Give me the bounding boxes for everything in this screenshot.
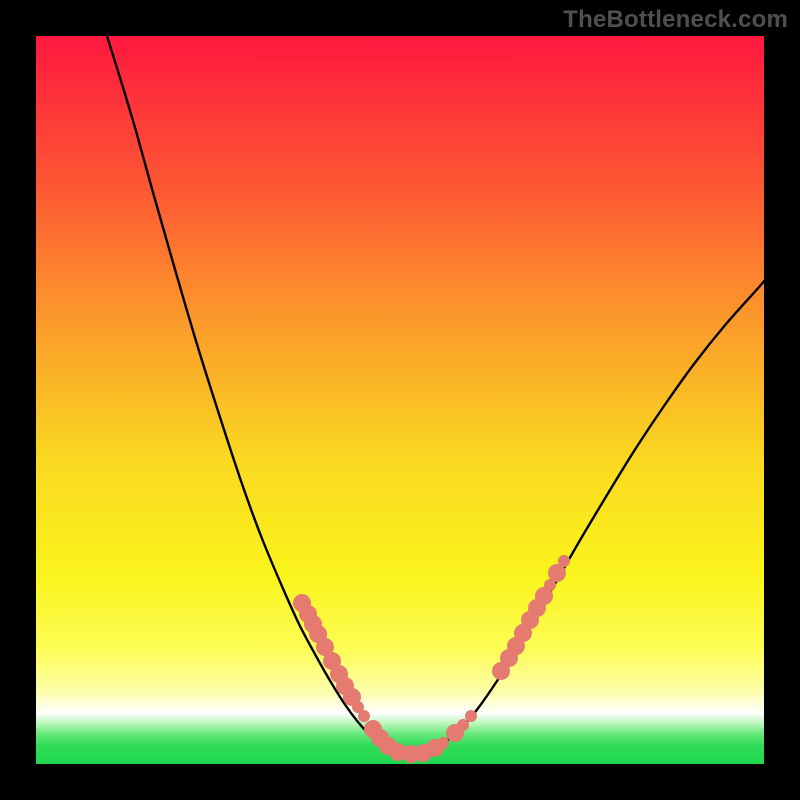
plot-svg (36, 36, 764, 764)
gradient-background (36, 36, 764, 764)
chart-frame: TheBottleneck.com (0, 0, 800, 800)
data-point (465, 710, 477, 722)
data-point (558, 555, 570, 567)
data-point (358, 710, 370, 722)
data-point (457, 719, 469, 731)
watermark-text: TheBottleneck.com (563, 6, 788, 34)
plot-area (36, 36, 764, 764)
data-point (437, 737, 449, 749)
